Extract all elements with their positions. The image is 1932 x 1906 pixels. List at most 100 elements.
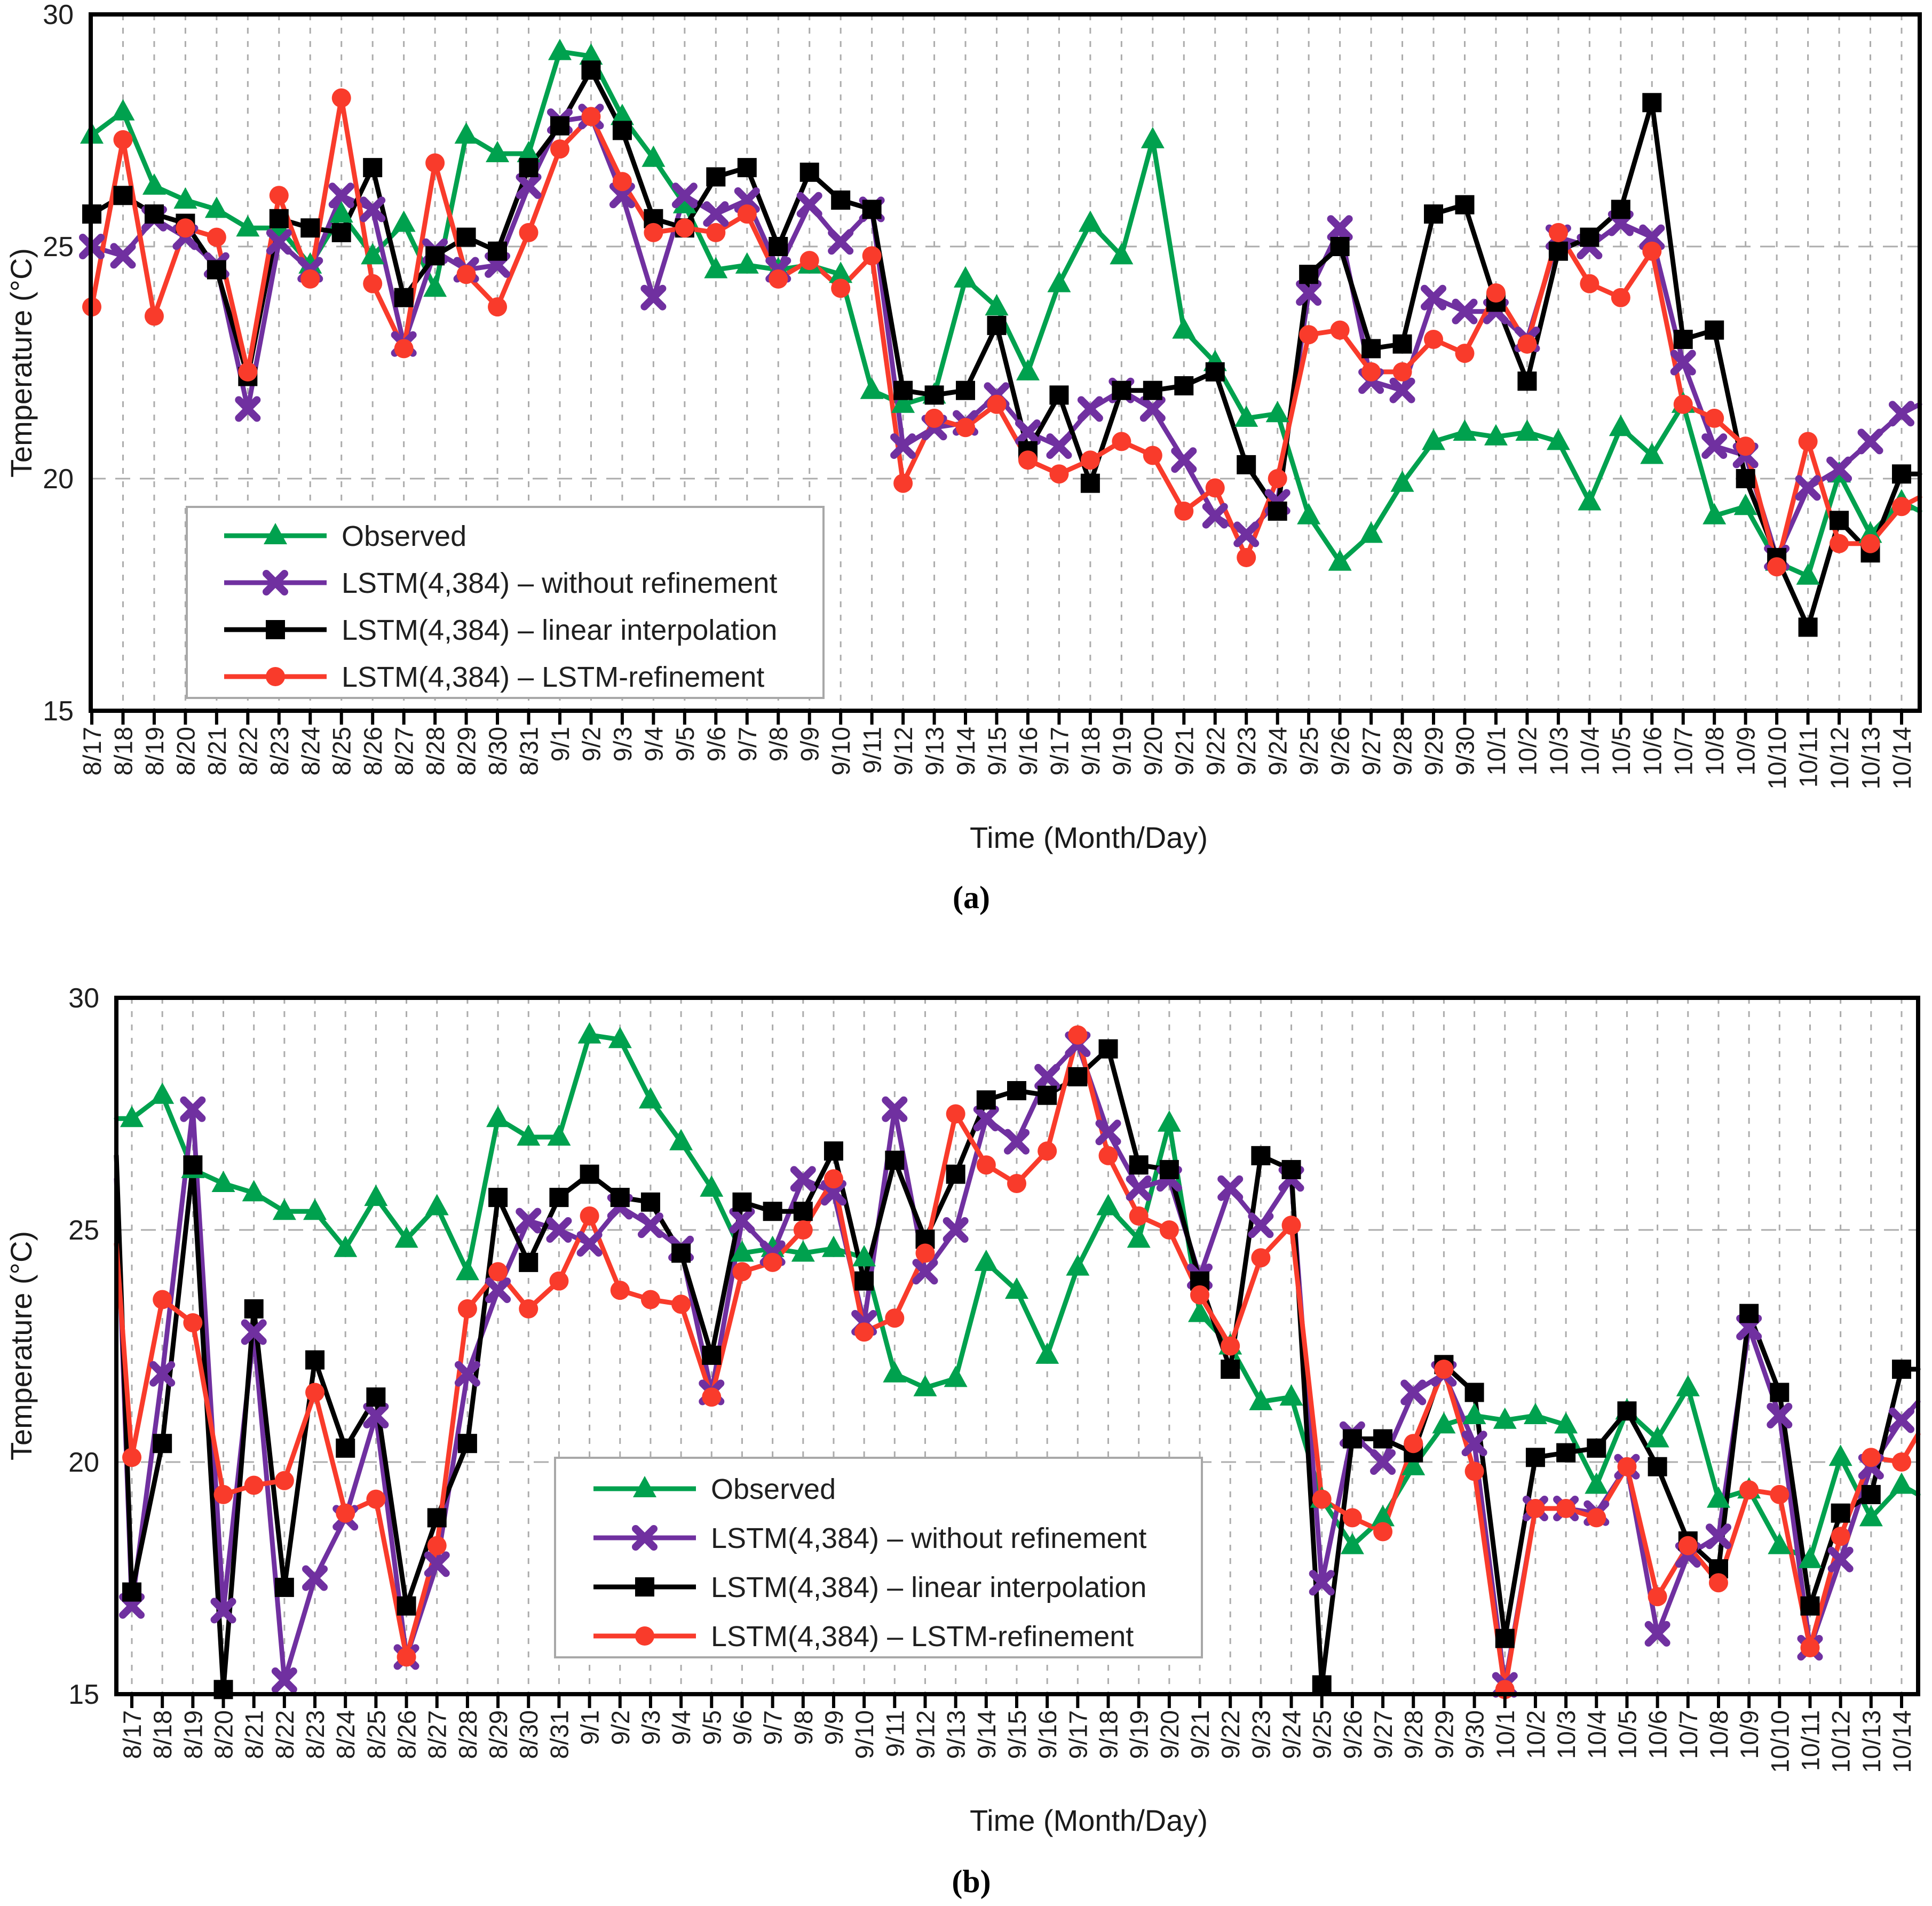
x-tick-label: 9/8 xyxy=(789,1710,818,1745)
data-point-circle xyxy=(793,1220,813,1240)
x-tick-label: 8/23 xyxy=(301,1710,329,1759)
data-point-x xyxy=(210,1598,236,1624)
x-tick-label: 8/19 xyxy=(140,727,169,775)
data-point-triangle xyxy=(1640,442,1664,464)
data-point-triangle xyxy=(1005,1277,1028,1299)
data-point-square xyxy=(1038,1085,1057,1105)
data-point-circle xyxy=(1342,1508,1362,1528)
x-tick-label: 10/1 xyxy=(1482,727,1510,775)
data-point-square xyxy=(1392,334,1412,354)
x-tick-label: 8/24 xyxy=(296,727,324,775)
data-point-circle xyxy=(1556,1499,1576,1518)
data-point-square xyxy=(1007,1081,1026,1100)
data-point-circle xyxy=(1673,394,1693,414)
data-point-square xyxy=(1611,200,1630,219)
data-point-circle xyxy=(799,251,819,271)
data-point-circle xyxy=(1361,362,1381,382)
data-point-triangle xyxy=(1172,317,1196,339)
data-point-square xyxy=(519,158,539,178)
data-point-x xyxy=(1639,224,1665,250)
data-point-circle xyxy=(1299,325,1319,345)
data-point-circle xyxy=(397,1647,416,1667)
data-point-square xyxy=(987,315,1007,335)
data-point-x xyxy=(1034,1063,1060,1090)
data-point-circle xyxy=(550,139,569,159)
x-tick-label: 9/3 xyxy=(637,1710,665,1745)
x-tick-label: 9/12 xyxy=(889,727,917,775)
data-point-x xyxy=(703,201,729,227)
data-point-triangle xyxy=(1066,1254,1090,1276)
x-tick-label: 8/29 xyxy=(484,1710,512,1759)
data-point-circle xyxy=(1018,450,1038,470)
data-point-square xyxy=(763,1202,782,1221)
data-point-square xyxy=(1068,1067,1088,1086)
data-point-circle xyxy=(671,1295,691,1314)
data-point-triangle xyxy=(1279,1384,1303,1406)
x-tick-label: 10/3 xyxy=(1552,1710,1580,1759)
data-point-circle xyxy=(363,274,383,293)
data-point-circle xyxy=(1068,1025,1088,1045)
data-point-x xyxy=(1095,1119,1121,1146)
data-point-square xyxy=(1174,376,1194,395)
y-tick-label: 30 xyxy=(68,983,99,1014)
data-point-square xyxy=(1580,227,1600,247)
data-point-triangle xyxy=(1733,494,1757,515)
x-tick-label: 8/26 xyxy=(393,1710,421,1759)
data-point-circle xyxy=(394,339,414,359)
data-point-circle xyxy=(854,1322,874,1342)
data-point-circle xyxy=(1424,330,1444,349)
data-point-x xyxy=(1889,1407,1914,1433)
x-tick-label: 9/18 xyxy=(1095,1710,1123,1759)
data-point-x xyxy=(235,396,261,422)
data-point-square xyxy=(1049,385,1069,405)
data-point-triangle xyxy=(1609,415,1633,436)
data-point-square xyxy=(1143,380,1162,400)
x-tick-label: 9/28 xyxy=(1389,727,1417,775)
legend-marker-square xyxy=(635,1577,654,1597)
data-point-triangle xyxy=(1493,1407,1517,1429)
x-tick-label: 10/8 xyxy=(1705,1710,1733,1759)
data-point-circle xyxy=(1708,1573,1728,1593)
data-point-triangle xyxy=(486,141,510,162)
data-point-triangle xyxy=(1390,470,1414,492)
data-point-square xyxy=(580,1164,599,1184)
data-point-x xyxy=(302,1565,328,1591)
data-point-circle xyxy=(274,1471,294,1490)
x-tick-label: 9/20 xyxy=(1139,727,1167,775)
x-tick-label: 10/2 xyxy=(1513,727,1541,775)
y-tick-label: 20 xyxy=(68,1447,99,1478)
data-point-x xyxy=(1452,298,1478,324)
data-point-triangle xyxy=(1047,271,1071,292)
data-point-square xyxy=(831,190,851,210)
data-point-circle xyxy=(549,1271,569,1291)
data-point-square xyxy=(799,162,819,182)
data-point-square xyxy=(1268,501,1287,521)
data-point-x xyxy=(1670,350,1696,376)
data-point-square xyxy=(488,241,508,261)
x-tick-label: 9/10 xyxy=(850,1710,878,1759)
data-point-circle xyxy=(1525,1499,1545,1518)
data-point-triangle xyxy=(1484,424,1508,446)
data-point-triangle xyxy=(1249,1388,1273,1410)
x-tick-label: 9/19 xyxy=(1125,1710,1153,1759)
data-point-triangle xyxy=(1402,1454,1426,1475)
panel-b-y-axis-title: Temperature (°C) xyxy=(4,1230,38,1461)
data-point-square xyxy=(610,1188,630,1208)
x-tick-label: 8/24 xyxy=(331,1710,360,1759)
data-point-triangle xyxy=(891,391,915,413)
data-point-x xyxy=(1705,1523,1731,1550)
x-tick-label: 8/28 xyxy=(421,727,449,775)
data-point-circle xyxy=(1486,283,1506,303)
data-point-circle xyxy=(1268,469,1287,488)
x-tick-label: 9/30 xyxy=(1451,727,1479,775)
data-point-circle xyxy=(893,473,913,493)
data-point-square xyxy=(885,1150,905,1170)
data-point-x xyxy=(1827,1546,1854,1573)
data-point-x xyxy=(454,1361,480,1387)
data-point-x xyxy=(271,1667,297,1693)
data-point-x xyxy=(110,243,136,269)
data-point-square xyxy=(737,158,757,178)
x-tick-label: 10/10 xyxy=(1763,727,1791,790)
data-point-x xyxy=(1015,419,1041,445)
x-tick-label: 9/13 xyxy=(921,727,949,775)
